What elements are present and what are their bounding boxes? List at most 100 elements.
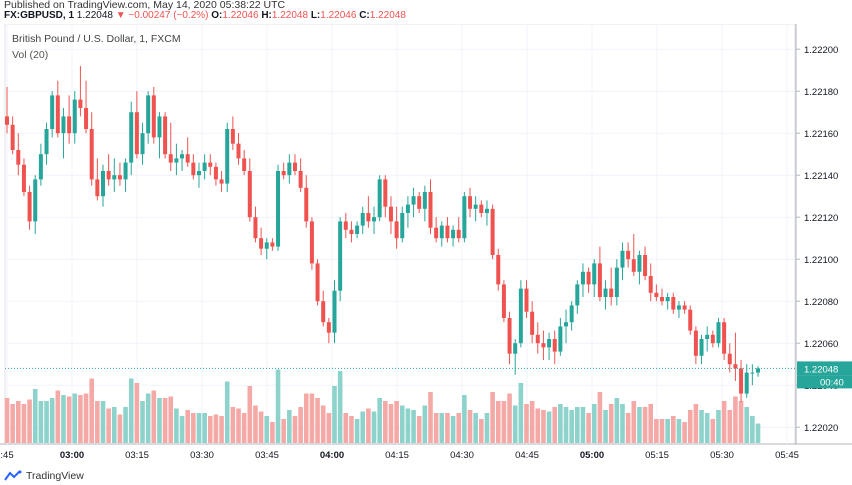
- candle-body: [383, 179, 388, 207]
- time-tick-label: 04:30: [450, 450, 474, 461]
- volume-bar: [326, 413, 332, 443]
- candle-body: [439, 225, 444, 239]
- volume-bar: [704, 413, 710, 443]
- time-tick-label: 03:30: [190, 450, 214, 461]
- candle-body: [100, 171, 105, 197]
- time-tick-label: :45: [0, 450, 13, 461]
- volume-bar: [111, 407, 117, 443]
- volume-bar: [10, 404, 15, 443]
- candle-body: [202, 162, 207, 171]
- candle-body: [405, 204, 410, 213]
- time-tick-label: 05:00: [580, 450, 604, 461]
- volume-bar: [479, 419, 484, 443]
- volume-bar: [428, 392, 433, 443]
- last-price-label: 1.22048: [804, 364, 838, 375]
- volume-bar: [648, 404, 654, 443]
- volume-bar: [755, 423, 761, 443]
- candle-body: [27, 192, 32, 222]
- candle-body: [5, 116, 9, 125]
- high-value: 1.22048: [271, 10, 309, 21]
- volume-bar: [354, 419, 360, 443]
- last-price: 1.22048: [76, 10, 113, 21]
- volume-bar: [174, 408, 179, 443]
- open-value: 1.22046: [222, 10, 259, 21]
- candle-body: [445, 225, 450, 239]
- candle-body: [213, 166, 218, 180]
- candle-body: [230, 129, 235, 144]
- candle-body: [304, 187, 309, 222]
- time-tick-label: 03:45: [255, 450, 279, 461]
- candle-body: [315, 263, 320, 302]
- volume-bar: [123, 407, 128, 443]
- last-price-badge: [797, 361, 852, 376]
- volume-bar: [191, 413, 196, 443]
- candle-body: [727, 353, 732, 365]
- candle-body: [739, 368, 744, 394]
- volume-bar: [83, 393, 89, 443]
- volume-bar: [72, 393, 78, 443]
- price-tick-label: 1.22100: [804, 255, 838, 266]
- volume-bar: [473, 413, 478, 443]
- candle-body: [281, 171, 286, 176]
- volume-bar: [733, 396, 738, 443]
- price-tick-label: 1.22200: [804, 45, 838, 56]
- time-tick-label: 04:00: [320, 450, 344, 461]
- candle-body: [366, 213, 371, 222]
- candle-body: [276, 171, 281, 247]
- candle-body: [609, 288, 614, 297]
- price-tick-label: 1.22080: [804, 297, 838, 308]
- volume-bar: [445, 413, 450, 443]
- candle-body: [434, 227, 439, 239]
- candle-body: [321, 301, 326, 323]
- volume-bar: [693, 404, 699, 443]
- volume-bar: [394, 401, 399, 443]
- volume-bar: [55, 390, 61, 443]
- volume-bar: [140, 401, 145, 443]
- candle-body: [541, 343, 546, 348]
- volume-bar: [21, 404, 27, 443]
- published-text: Published on TradingView.com, May 14, 20…: [4, 0, 286, 11]
- candle-body: [112, 175, 117, 180]
- volume-bar: [541, 410, 546, 443]
- candle-body: [552, 339, 557, 352]
- price-tick-label: 1.22060: [804, 339, 838, 350]
- candle-body: [259, 238, 264, 249]
- candle-body: [168, 154, 173, 163]
- volume-bar: [405, 408, 411, 443]
- volume-bar: [512, 405, 518, 443]
- candle-body: [756, 368, 760, 373]
- candle-body: [61, 116, 66, 134]
- candle-body: [586, 271, 591, 285]
- candle-body: [535, 334, 540, 344]
- volume-bar: [89, 378, 94, 443]
- candle-body: [417, 196, 422, 209]
- volume-bar: [654, 419, 659, 443]
- candle-body: [558, 326, 563, 352]
- candle-body: [400, 213, 405, 239]
- volume-bar: [699, 410, 704, 443]
- candle-body: [496, 255, 501, 285]
- volume-bar: [631, 401, 637, 443]
- footer: TradingView: [4, 470, 84, 482]
- volume-bar: [671, 416, 676, 443]
- candle-body: [575, 284, 580, 306]
- candle-body: [292, 162, 297, 171]
- volume-bar: [95, 401, 100, 443]
- volume-bar: [106, 408, 111, 443]
- candle-body: [750, 372, 755, 374]
- volume-bar: [66, 396, 72, 443]
- price-chart[interactable]: 1.22200 1.22180 1.22160 1.22140 1.22120 1.221…: [0, 24, 852, 469]
- volume-bar: [264, 416, 270, 443]
- candle-body: [219, 179, 224, 184]
- plot-border: [4, 24, 796, 445]
- candle-body: [146, 95, 151, 134]
- volume-bar: [676, 419, 682, 443]
- candle-body: [247, 171, 252, 218]
- candle-body: [518, 288, 523, 344]
- volume-bar: [371, 411, 377, 443]
- candle-body: [705, 334, 710, 339]
- volume-bar: [524, 404, 529, 443]
- candle-body: [89, 129, 94, 180]
- countdown-label: 00:40: [820, 377, 844, 388]
- candle-body: [422, 192, 427, 209]
